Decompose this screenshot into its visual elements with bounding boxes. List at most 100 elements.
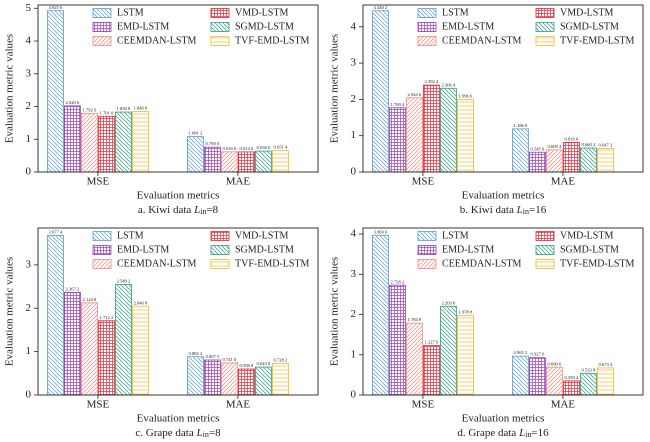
legend-swatch xyxy=(535,245,555,255)
bar xyxy=(272,363,289,396)
bar xyxy=(440,305,457,396)
legend-label: SGMD-LSTM xyxy=(235,21,294,32)
bar xyxy=(372,10,389,173)
value-label: 4.925 6 xyxy=(49,5,63,10)
bar xyxy=(47,10,64,173)
caption-part: L xyxy=(518,427,525,439)
x-tick-label: MSE xyxy=(412,176,435,188)
legend-label: EMD-LSTM xyxy=(442,21,494,32)
y-tick-label: 2 xyxy=(26,100,32,112)
plot-frame xyxy=(362,4,644,173)
value-label: 1.701 0 xyxy=(100,110,114,115)
y-tick-label: 1 xyxy=(351,129,357,141)
value-label: 0.614 6 xyxy=(240,146,254,151)
legend-swatch xyxy=(210,259,230,269)
value-label: 0.882 2 xyxy=(189,351,203,356)
legend-label: SGMD-LSTM xyxy=(235,244,294,255)
x-tick-label: MSE xyxy=(412,399,435,411)
y-tick-label: 3 xyxy=(26,67,32,79)
y-tick-label: 5 xyxy=(26,2,32,14)
value-label: 1.186 8 xyxy=(514,123,528,128)
value-label: 0.533 8 xyxy=(582,368,596,373)
value-label: 0.647 2 xyxy=(599,143,613,148)
y-axis-label: Evaluation metric values xyxy=(4,257,16,366)
bar xyxy=(132,111,149,173)
legend-swatch xyxy=(535,8,555,18)
x-tick-label: MAE xyxy=(226,399,251,411)
y-tick-label: 0 xyxy=(26,389,32,401)
caption-part: =8 xyxy=(209,427,221,439)
x-tick-label: MAE xyxy=(551,176,576,188)
bar xyxy=(81,112,98,173)
value-label: 0.728 2 xyxy=(274,357,288,362)
y-axis-label: Evaluation metric values xyxy=(329,257,341,366)
bar xyxy=(546,366,563,396)
y-tick-label: 4 xyxy=(26,35,32,47)
value-label: 0.350 4 xyxy=(565,375,579,380)
value-label: 0.616 6 xyxy=(223,146,237,151)
bar xyxy=(563,380,580,396)
legend-label: EMD-LSTM xyxy=(117,244,169,255)
value-label: 2.728 2 xyxy=(391,279,405,284)
caption: d. Grape data Lin=16 xyxy=(457,427,549,440)
bar xyxy=(238,151,255,173)
bar xyxy=(64,291,81,396)
caption-part: c. Grape data xyxy=(135,427,196,439)
bar xyxy=(115,111,132,173)
panel: 0 1 2 3 4 MSE 3.969 0 2.728 2 1.784 8 1.227 6 2.20… xyxy=(329,227,644,440)
bar xyxy=(512,128,529,173)
legend-swatch xyxy=(417,245,437,255)
x-tick-label: MAE xyxy=(551,399,576,411)
legend-swatch xyxy=(417,259,437,269)
value-label: 2.046 8 xyxy=(134,300,148,305)
legend-swatch xyxy=(92,22,112,32)
value-label: 0.965 5 xyxy=(514,350,528,355)
x-tick-label: MSE xyxy=(87,176,110,188)
value-label: 0.609 4 xyxy=(548,144,562,149)
bar xyxy=(457,314,474,396)
legend-label: VMD-LSTM xyxy=(235,230,288,241)
bar xyxy=(98,115,115,173)
bar xyxy=(546,149,563,173)
y-tick-label: 1 xyxy=(26,133,32,145)
bar xyxy=(457,99,474,173)
bar xyxy=(406,97,423,173)
bar xyxy=(255,366,272,396)
legend-label: TVF-EMD-LSTM xyxy=(235,35,310,46)
bar xyxy=(221,362,238,396)
x-tick-label: MSE xyxy=(87,399,110,411)
bar xyxy=(423,345,440,396)
caption-part: in xyxy=(203,430,209,439)
plot-frame xyxy=(362,227,644,396)
bar xyxy=(132,305,149,396)
x-axis-label: Evaluation metrics xyxy=(137,190,220,202)
legend-label: TVF-EMD-LSTM xyxy=(560,258,635,269)
legend-swatch xyxy=(92,245,112,255)
legend-label: CEEMDAN-LSTM xyxy=(117,258,197,269)
legend-swatch xyxy=(535,231,555,241)
legend-swatch xyxy=(535,22,555,32)
y-tick-label: 0 xyxy=(351,389,357,401)
caption-part: L xyxy=(516,204,523,216)
plot-frame xyxy=(37,227,319,396)
y-tick-label: 3 xyxy=(26,258,32,270)
bar xyxy=(187,356,204,396)
legend-label: EMD-LSTM xyxy=(442,244,494,255)
legend-swatch xyxy=(210,36,230,46)
value-label: 0.651 4 xyxy=(274,145,288,150)
value-label: 0.760 0 xyxy=(206,141,220,146)
value-label: 2.392 4 xyxy=(425,79,439,84)
legend-swatch xyxy=(92,36,112,46)
value-label: 1.712 2 xyxy=(100,315,114,320)
legend-label: VMD-LSTM xyxy=(560,230,613,241)
bar xyxy=(372,234,389,396)
value-label: 0.807 5 xyxy=(206,354,220,359)
y-tick-label: 3 xyxy=(351,268,357,280)
value-label: 3.677 4 xyxy=(49,230,63,235)
bar xyxy=(440,87,457,173)
value-label: 1.830 8 xyxy=(117,106,131,111)
panel: 0 1 2 3 MSE 3.677 4 2.367 2 2.124 8 1.712 2 2.548… xyxy=(4,227,319,439)
legend-swatch xyxy=(535,36,555,46)
bar xyxy=(512,355,529,396)
caption-part: a. Kiwi data xyxy=(138,204,194,216)
